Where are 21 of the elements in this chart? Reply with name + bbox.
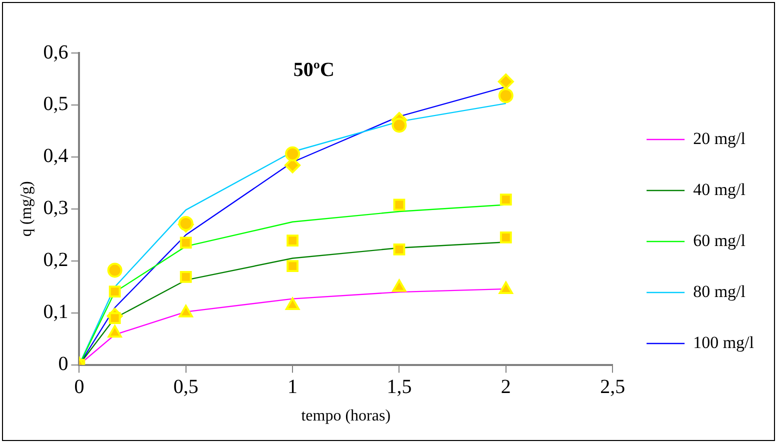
x-tick-label: 2 [500, 376, 511, 398]
x-tick-label: 0,5 [173, 376, 198, 398]
legend-label: 20 mg/l [693, 128, 746, 148]
x-tick-label: 0 [74, 376, 84, 398]
y-tick-label: 0,6 [43, 41, 68, 64]
y-tick-label: 0,2 [43, 249, 68, 272]
y-axis-title: q (mg/g) [18, 181, 35, 237]
y-tick-label: 0,4 [43, 145, 68, 168]
x-tick-label: 1 [288, 376, 298, 398]
y-tick-label: 0,5 [43, 93, 68, 116]
legend-label: 100 mg/l [693, 332, 754, 352]
x-tick-label: 1,5 [386, 376, 412, 398]
y-tick-label: 0,3 [43, 197, 68, 220]
y-tick-label: 0 [58, 353, 68, 376]
y-tick-label: 0,1 [43, 301, 68, 324]
x-tick-label: 2,5 [600, 376, 626, 398]
legend-label: 80 mg/l [693, 282, 746, 301]
legend-label: 40 mg/l [693, 180, 746, 199]
chart-title: 50ºC [293, 59, 334, 82]
legend-label: 60 mg/l [693, 230, 746, 250]
x-axis-title: tempo (horas) [301, 408, 391, 425]
